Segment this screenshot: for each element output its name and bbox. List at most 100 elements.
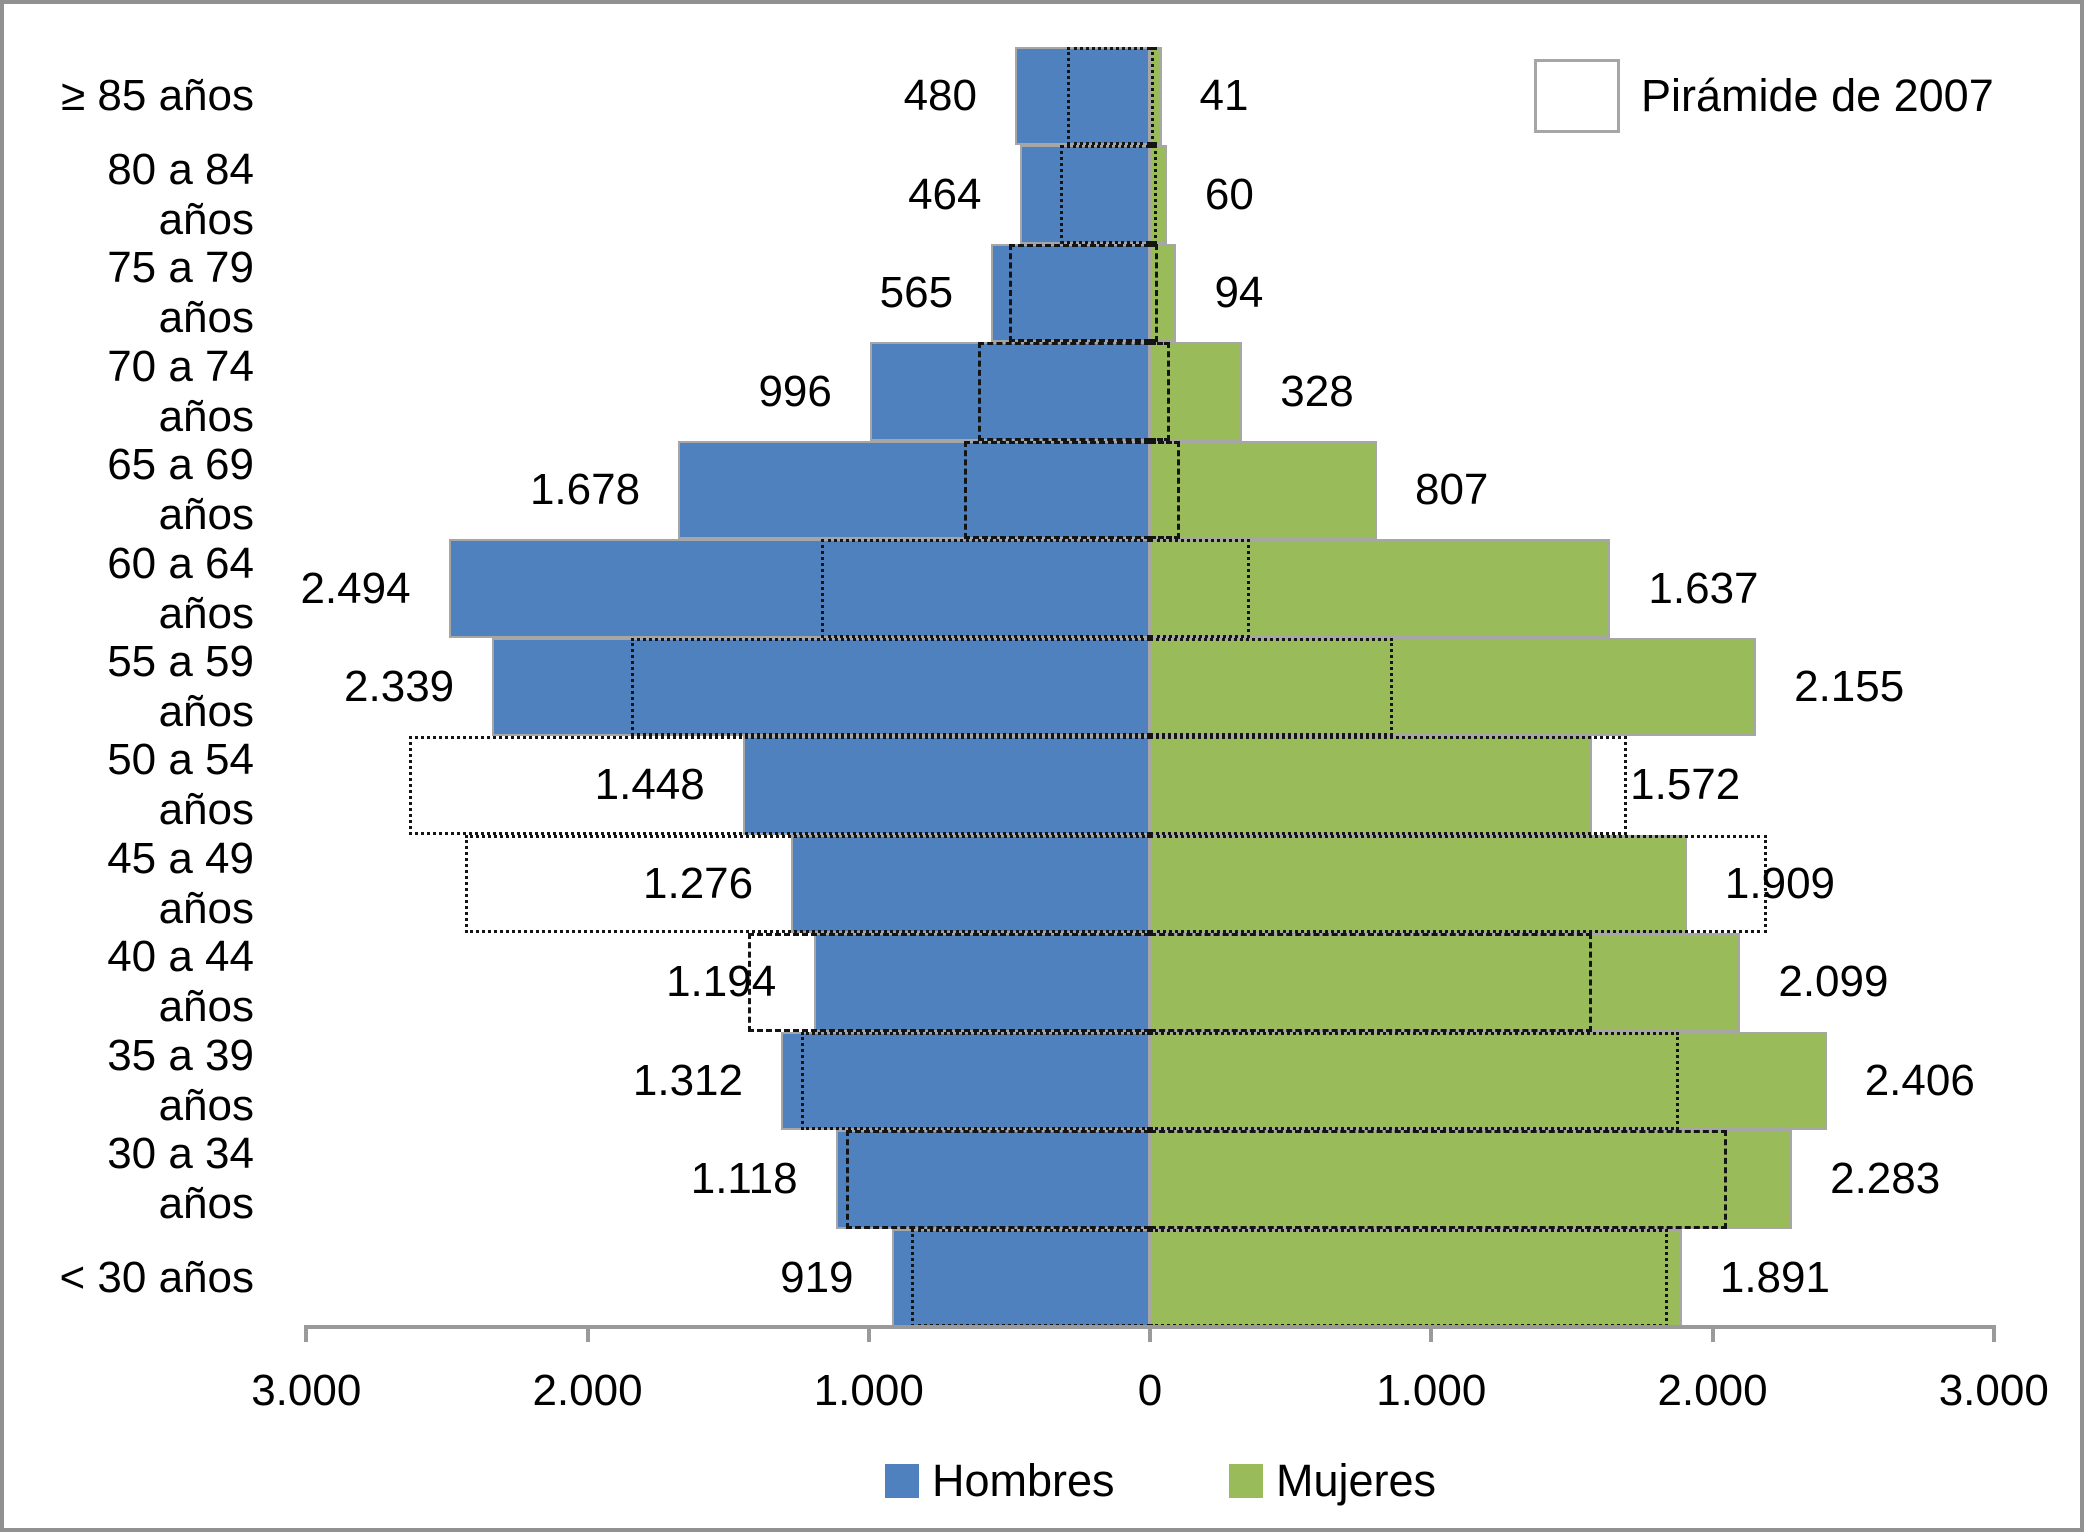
legend-hombres-label: Hombres: [932, 1455, 1115, 1506]
x-axis-tick-label: 1.000: [813, 1366, 924, 1415]
age-group-label: 80 a 84 años: [107, 144, 254, 244]
value-label-hombres: 996: [758, 366, 832, 416]
overlay-2007-hombres: [846, 1130, 1150, 1229]
x-axis-tick: [1710, 1325, 1715, 1342]
age-group-label: 35 a 39 años: [107, 1030, 254, 1130]
x-axis-tick: [866, 1325, 871, 1342]
age-group-label: < 30 años: [59, 1252, 255, 1302]
value-label-mujeres: 1.572: [1630, 760, 1741, 810]
overlay-2007-mujeres: [1150, 637, 1394, 737]
bar-mujeres: [1150, 47, 1162, 146]
overlay-2007-hombres: [1060, 145, 1150, 244]
bar-mujeres: [1150, 637, 1757, 737]
age-group-label: 40 a 44 años: [107, 932, 254, 1032]
value-label-mujeres: 328: [1280, 366, 1354, 416]
value-label-mujeres: 2.099: [1778, 957, 1889, 1007]
x-axis-tick: [1991, 1325, 1996, 1342]
overlay-2007-hombres: [408, 736, 1150, 835]
overlay-2007-hombres: [1067, 47, 1150, 146]
overlay-2007-mujeres: [1150, 47, 1155, 146]
bar-mujeres: [1150, 440, 1377, 540]
value-label-hombres: 1.678: [529, 465, 641, 515]
overlay-2007-hombres: [978, 342, 1150, 441]
overlay-2007-hombres: [1009, 243, 1150, 343]
age-group-label: 65 a 69 años: [107, 440, 254, 540]
overlay-2007-mujeres: [1150, 539, 1250, 638]
legend-mujeres-label: Mujeres: [1276, 1455, 1437, 1506]
value-label-hombres: 1.118: [690, 1154, 798, 1204]
overlay-2007-mujeres: [1150, 933, 1592, 1032]
value-label-mujeres: 1.637: [1648, 563, 1759, 613]
value-label-mujeres: 2.283: [1830, 1154, 1941, 1204]
age-group-label: 60 a 64 años: [107, 538, 254, 638]
x-axis-tick-label: 1.000: [1376, 1366, 1487, 1415]
value-label-mujeres: 41: [1199, 71, 1249, 121]
value-label-mujeres: 2.155: [1794, 661, 1905, 711]
overlay-2007-mujeres: [1150, 243, 1159, 343]
value-label-hombres: 565: [879, 268, 954, 318]
bar-hombres: [781, 1031, 1150, 1131]
overlay-2007-hombres: [631, 637, 1150, 737]
value-label-hombres: 1.276: [643, 858, 754, 908]
bar-mujeres: [1150, 1228, 1682, 1327]
bar-hombres: [448, 539, 1150, 638]
x-axis-tick: [585, 1325, 590, 1342]
bar-mujeres: [1150, 834, 1687, 934]
overlay-2007-hombres: [747, 933, 1150, 1032]
value-label-hombres: 2.339: [344, 661, 455, 711]
overlay-2007-mujeres: [1150, 145, 1158, 244]
legend-2007-label: Pirámide de 2007: [1641, 70, 1994, 121]
overlay-2007-mujeres: [1150, 736, 1627, 835]
overlay-2007-mujeres: [1150, 342, 1170, 441]
value-label-mujeres: 94: [1214, 268, 1264, 318]
age-group-label: 70 a 74 años: [107, 341, 254, 441]
overlay-2007-hombres: [820, 539, 1150, 638]
value-label-hombres: 919: [780, 1252, 854, 1302]
x-axis-tick: [1429, 1325, 1434, 1342]
bar-mujeres: [1150, 1031, 1827, 1131]
bar-hombres: [678, 440, 1150, 540]
value-label-hombres: 1.448: [594, 760, 705, 810]
value-label-mujeres: 60: [1204, 169, 1254, 219]
x-axis-tick-label: 2.000: [532, 1366, 643, 1415]
bar-hombres: [492, 637, 1150, 737]
age-group-label: ≥ 85 años: [61, 71, 254, 121]
value-label-hombres: 480: [903, 71, 977, 121]
age-group-label: 50 a 54 años: [107, 735, 254, 835]
value-label-mujeres: 807: [1414, 465, 1489, 515]
overlay-2007-mujeres: [1150, 440, 1180, 540]
x-axis-tick-label: 3.000: [251, 1366, 362, 1415]
x-axis-tick: [304, 1325, 309, 1342]
overlay-2007-hombres: [465, 834, 1150, 934]
x-axis-tick: [1148, 1325, 1152, 1342]
bar-mujeres: [1150, 539, 1611, 638]
overlay-2007-hombres: [910, 1228, 1150, 1327]
value-label-mujeres: 1.909: [1724, 858, 1836, 908]
bar-mujeres: [1150, 342, 1243, 441]
bar-hombres: [991, 243, 1150, 343]
bar-mujeres: [1150, 243, 1177, 343]
age-group-label: 45 a 49 años: [107, 833, 254, 933]
age-group-label: 75 a 79 años: [107, 243, 254, 343]
value-label-hombres: 464: [908, 169, 982, 219]
legend-mujeres-swatch: [1229, 1464, 1263, 1498]
overlay-2007-mujeres: [1150, 1031, 1679, 1131]
value-label-mujeres: 2.406: [1864, 1055, 1975, 1105]
bar-hombres: [891, 1228, 1150, 1327]
value-label-hombres: 1.312: [632, 1055, 743, 1105]
age-group-label: 30 a 34 años: [107, 1129, 254, 1229]
overlay-2007-mujeres: [1150, 834, 1768, 934]
overlay-2007-mujeres: [1150, 1130, 1727, 1229]
overlay-2007-hombres: [964, 440, 1150, 540]
overlay-2007-hombres: [801, 1031, 1150, 1131]
x-axis-tick-label: 3.000: [1938, 1366, 2049, 1415]
value-label-mujeres: 1.891: [1719, 1252, 1830, 1302]
value-label-hombres: 2.494: [300, 563, 411, 613]
x-axis-tick-label: 2.000: [1657, 1366, 1768, 1415]
age-group-label: 55 a 59 años: [107, 636, 254, 736]
overlay-2007-mujeres: [1150, 1228, 1668, 1327]
legend-hombres-swatch: [885, 1464, 919, 1498]
x-axis-tick-label: 0: [1137, 1366, 1163, 1415]
value-label-hombres: 1.194: [666, 957, 777, 1007]
